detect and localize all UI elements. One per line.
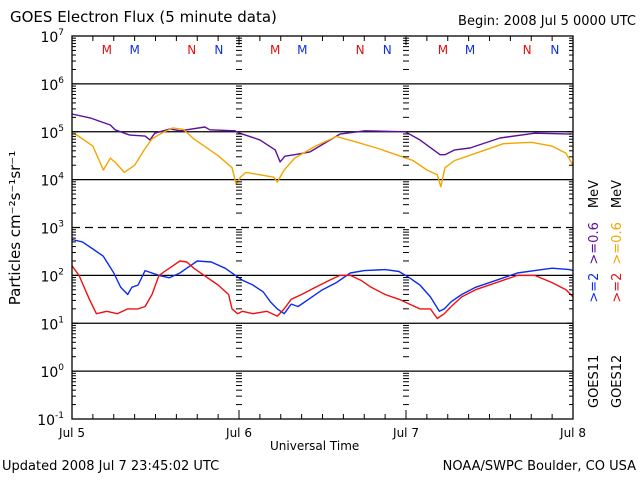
marker-n: N [550, 43, 559, 57]
marker-n: N [356, 43, 365, 57]
marker-m: M [102, 43, 112, 57]
marker-m: M [465, 43, 475, 57]
y-axis-title-text: Particles cm⁻²s⁻¹sr⁻¹ [6, 151, 24, 305]
y-tick-label: 103 [40, 220, 64, 238]
marker-m: M [270, 43, 280, 57]
x-tick-label: Jul 8 [559, 426, 586, 440]
series-line [71, 127, 574, 188]
y-tick-label: 100 [40, 363, 64, 381]
x-tick-label: Jul 7 [392, 426, 419, 440]
gridlines [72, 83, 573, 372]
axis-ticks [71, 36, 574, 420]
legend-column: GOES11>=2>=0.6MeV [587, 180, 602, 408]
y-tick-label: 107 [40, 28, 64, 46]
updated-timestamp: Updated 2008 Jul 7 23:45:02 UTC [2, 459, 220, 474]
y-tick-label: 104 [40, 172, 64, 190]
marker-n: N [187, 43, 196, 57]
y-tick-label: 102 [40, 267, 64, 285]
legend: GOES11>=2>=0.6MeV GOES12>=2>=0.6MeV [587, 180, 625, 408]
credit-label: NOAA/SWPC Boulder, CO USA [442, 459, 636, 474]
legend-column: GOES12>=2>=0.6MeV [610, 180, 625, 408]
marker-n: N [383, 43, 392, 57]
marker-m: M [297, 43, 307, 57]
y-tick-label: 105 [40, 124, 64, 142]
begin-time-label: Begin: 2008 Jul 5 0000 UTC [458, 14, 636, 29]
marker-n: N [523, 43, 532, 57]
series-line [71, 238, 574, 315]
x-tick-label: Jul 6 [225, 426, 252, 440]
series-line [71, 260, 574, 320]
series-line [71, 113, 571, 163]
y-axis-title: Particles cm⁻²s⁻¹sr⁻¹ [6, 151, 24, 305]
y-tick-label: 101 [40, 315, 64, 333]
x-tick-labels: Jul 5 Jul 6 Jul 7 Jul 8 [58, 426, 586, 440]
series-group [71, 113, 574, 320]
chart-title: GOES Electron Flux (5 minute data) [10, 8, 277, 26]
marker-m: M [129, 43, 139, 57]
marker-n: N [214, 43, 223, 57]
y-tick-label: 106 [40, 76, 64, 94]
x-axis-label: Universal Time [270, 439, 360, 453]
x-tick-label: Jul 5 [58, 426, 85, 440]
marker-m: M [438, 43, 448, 57]
